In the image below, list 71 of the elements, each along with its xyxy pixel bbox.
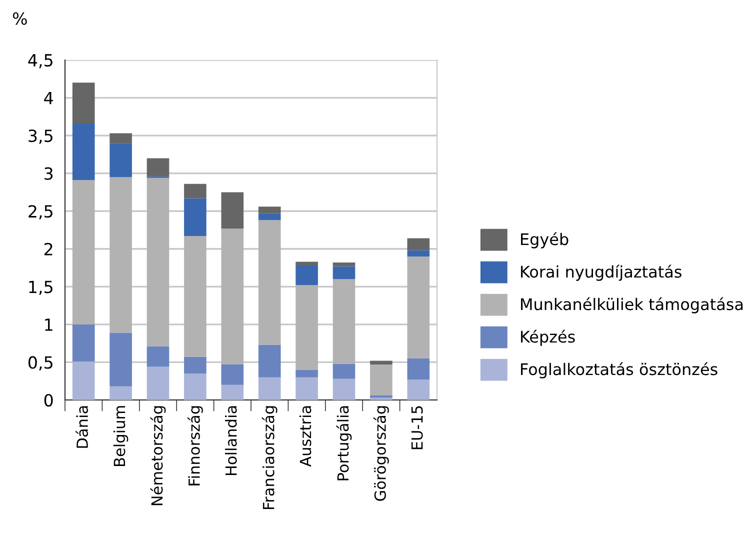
bar: [72, 324, 95, 362]
legend-label: Egyéb: [521, 232, 568, 248]
y-tick-label: 0,5: [28, 356, 52, 370]
bar: [110, 143, 132, 178]
bar: [332, 262, 356, 266]
bar: [146, 346, 170, 367]
x-tick-label: Hollandia: [225, 406, 237, 476]
bar: [370, 364, 392, 396]
bar: [407, 250, 430, 256]
bar: [407, 380, 430, 400]
legend-label: Foglalkoztatás ösztönzés: [521, 362, 718, 378]
y-tick-label: 3: [44, 167, 53, 180]
bar: [258, 344, 281, 378]
bar: [72, 180, 95, 324]
bar: [146, 366, 170, 400]
y-tick-label: 2,5: [28, 205, 52, 220]
legend-label: Munkanélküliek támogatása: [521, 297, 743, 314]
x-tick-label: Ausztria: [299, 406, 312, 467]
bar: [296, 370, 318, 378]
bar: [221, 192, 244, 228]
x-tick-label: Portugália: [336, 406, 352, 480]
bar: [258, 377, 281, 400]
bar: [146, 158, 170, 176]
bar: [110, 177, 132, 333]
bar: [184, 356, 206, 374]
y-tick-label: 1,5: [29, 280, 52, 295]
y-tick-label: 4,5: [28, 54, 52, 68]
bar: [332, 364, 356, 379]
x-tick-label: Franciaország: [262, 406, 278, 510]
legend-label: Képzés: [521, 330, 575, 346]
x-tick-label: Németország: [150, 406, 166, 506]
y-axis-title: %: [12, 12, 27, 25]
bar: [407, 358, 430, 380]
bar: [110, 332, 132, 386]
bar: [258, 206, 281, 214]
bar: [110, 386, 132, 400]
y-tick-label: 0: [44, 394, 53, 407]
bar: [370, 360, 392, 364]
x-tick-label: Finnország: [188, 406, 203, 486]
bar: [258, 213, 281, 220]
bar: [221, 228, 244, 364]
bar: [296, 266, 318, 286]
bar: [146, 178, 170, 346]
bar: [184, 198, 206, 236]
bar: [72, 82, 95, 124]
bar: [407, 256, 430, 358]
bar: [296, 262, 318, 266]
x-tick-label: Görögország: [374, 406, 389, 501]
bar: [296, 285, 318, 370]
x-tick-label: Dánia: [76, 406, 88, 448]
legend-label: Korai nyugdíjaztatás: [521, 264, 682, 281]
bar: [184, 184, 206, 198]
bar: [110, 133, 132, 144]
bar: [221, 364, 244, 385]
x-tick-label: EU-15: [411, 406, 423, 450]
y-tick-label: 1: [45, 318, 52, 331]
bar: [332, 266, 356, 280]
bar: [184, 236, 206, 357]
y-tick-label: 3,5: [28, 130, 52, 144]
x-tick-label: Belgium: [113, 406, 128, 466]
bar: [72, 123, 95, 180]
bar: [184, 374, 206, 400]
y-tick-label: 2: [44, 242, 52, 256]
bar: [258, 220, 281, 345]
bar: [296, 377, 318, 400]
bar: [332, 378, 356, 400]
bar: [332, 279, 356, 364]
y-tick-label: 4: [44, 92, 53, 104]
bar: [407, 238, 430, 250]
bar: [72, 361, 95, 400]
bar: [221, 384, 244, 400]
